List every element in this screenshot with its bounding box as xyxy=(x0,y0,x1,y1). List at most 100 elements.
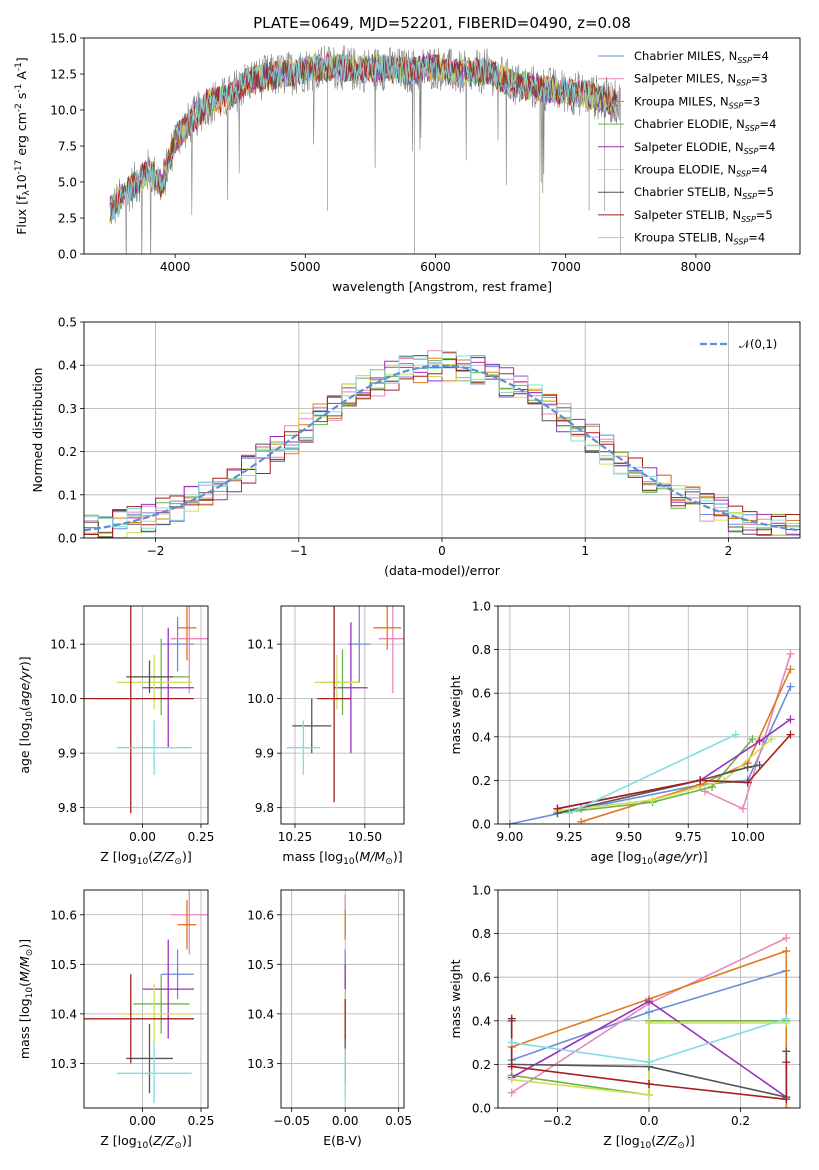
x-tick-label: 10.00 xyxy=(731,830,765,844)
plot-area xyxy=(84,890,208,1108)
weight-marker xyxy=(748,734,757,743)
y-tick-label: 7.5 xyxy=(58,140,77,154)
y-tick-label: 9.9 xyxy=(58,747,77,761)
y-tick-label: 0.0 xyxy=(472,1102,491,1116)
errorbar-point-9 xyxy=(116,720,192,775)
plot-area xyxy=(281,606,404,824)
legend-label: Kroupa STELIB, NSSP=4 xyxy=(634,231,765,247)
y-tick-label: 0.0 xyxy=(58,248,77,262)
figure-title: PLATE=0649, MJD=52201, FIBERID=0490, z=0… xyxy=(253,14,631,32)
y-tick-label: 0.2 xyxy=(58,445,77,459)
errorbar-point-3 xyxy=(177,899,197,950)
x-tick-label: 9.25 xyxy=(556,830,583,844)
weight-marker xyxy=(731,730,740,739)
y-tick-label: 0.4 xyxy=(58,359,77,373)
x-tick-label: 10.25 xyxy=(278,830,312,844)
weight-marker xyxy=(645,1058,653,1067)
legend: Chabrier MILES, NSSP=4 Salpeter MILES, NS… xyxy=(598,49,776,247)
weight-marker xyxy=(786,730,795,739)
weight-marker xyxy=(645,1008,653,1017)
y-tick-label: 1.0 xyxy=(472,600,491,614)
weight-marker xyxy=(786,715,795,724)
weight-marker xyxy=(782,1047,791,1056)
y-tick-label: 9.8 xyxy=(255,801,274,815)
panel-mass-vs-ebv: −0.05 0.00 0.05 10.3 10.4 10.5 10.6 E(B-V) xyxy=(247,889,412,1148)
x-tick-label: 0.05 xyxy=(385,1114,412,1128)
x-tick-label: 0.00 xyxy=(129,830,156,844)
weight-marker xyxy=(782,1014,791,1023)
legend-label: Salpeter STELIB, NSSP=5 xyxy=(634,208,773,224)
legend-label: Salpeter MILES, NSSP=3 xyxy=(634,72,768,88)
panel-residual-histogram: −2 −1 0 1 2 0.0 0.1 0.2 0.3 0.4 0.5 (data-model)/er… xyxy=(30,316,801,578)
x-axis-label: E(B-V) xyxy=(323,1133,362,1148)
x-axis-label: Z [log10​(Z/Z⊙​)] xyxy=(100,1133,191,1151)
weight-marker xyxy=(507,1088,516,1097)
weight-marker xyxy=(782,947,791,956)
weight-marker xyxy=(786,665,795,674)
weight-marker xyxy=(645,1018,653,1027)
y-tick-label: 5.0 xyxy=(58,176,77,190)
x-tick-label: 9.50 xyxy=(615,830,642,844)
x-tick-label: 4000 xyxy=(160,260,191,274)
weight-line-3 xyxy=(511,949,788,1108)
plot-area xyxy=(498,890,800,1108)
errorbar-point-5 xyxy=(142,939,194,1039)
y-tick-label: 0.0 xyxy=(58,532,77,546)
weight-line-7 xyxy=(557,764,760,814)
axes-frame xyxy=(83,321,801,539)
errorbar-point-1 xyxy=(348,606,371,683)
weight-marker xyxy=(767,734,776,743)
y-axis-label: mass weight xyxy=(448,959,463,1038)
errorbar-point-1 xyxy=(161,616,194,672)
weight-marker xyxy=(782,1104,791,1108)
panel-mass-weight-vs-age: 9.00 9.25 9.50 9.75 10.00 0.0 0.2 0.4 0.6 0.8 1.0 a… xyxy=(448,600,801,867)
legend-label: Chabrier MILES, NSSP=4 xyxy=(634,49,769,65)
x-axis-label: (data-model)/error xyxy=(384,563,501,578)
errorbar-point-5 xyxy=(142,627,194,748)
y-tick-label: 10.3 xyxy=(50,1057,77,1071)
weight-line-9 xyxy=(568,733,737,814)
y-tick-label: 0.6 xyxy=(472,971,491,985)
weight-marker xyxy=(786,649,795,658)
y-tick-label: 9.9 xyxy=(255,747,274,761)
y-tick-label: 10.0 xyxy=(50,692,77,706)
x-tick-label: 0.0 xyxy=(639,1114,658,1128)
errorbar-point-2 xyxy=(170,890,208,955)
weight-marker xyxy=(507,1062,516,1071)
y-tick-label: 10.0 xyxy=(50,104,77,118)
y-tick-label: 9.8 xyxy=(58,801,77,815)
weight-marker xyxy=(645,1090,653,1099)
errorbar-point-9 xyxy=(116,1043,192,1104)
plot-area xyxy=(498,606,800,824)
x-axis-label: age [log10​(age/yr)] xyxy=(590,849,707,867)
errorbar-point-8 xyxy=(317,606,351,803)
x-tick-label: 2 xyxy=(725,544,733,558)
weight-line-8 xyxy=(557,734,792,810)
y-tick-label: 0.3 xyxy=(58,402,77,416)
y-tick-label: 0.2 xyxy=(472,774,491,788)
axes-frame xyxy=(497,605,801,825)
errorbar-point-7 xyxy=(292,698,332,754)
errorbar-point-7 xyxy=(126,1023,173,1094)
errorbar-point-7 xyxy=(126,660,173,694)
weight-marker xyxy=(507,1075,516,1084)
errorbar-point-5 xyxy=(334,622,368,754)
weight-marker xyxy=(738,804,747,813)
y-tick-label: 0.0 xyxy=(472,818,491,832)
y-axis-label: Normed distribution xyxy=(30,368,45,493)
model-spectrum-8 xyxy=(109,53,618,221)
x-tick-label: 0.25 xyxy=(188,1114,215,1128)
y-tick-label: 15.0 xyxy=(50,32,77,46)
plot-area xyxy=(109,45,621,254)
panels: 4000 5000 6000 7000 80000.02.55.07.510.012.5… xyxy=(14,32,801,1151)
x-tick-label: −0.05 xyxy=(273,1114,310,1128)
y-tick-label: 10.5 xyxy=(247,958,274,972)
model-spectrum-9 xyxy=(109,53,618,221)
y-tick-label: 10.4 xyxy=(50,1007,77,1021)
y-tick-label: 0.8 xyxy=(472,927,491,941)
panel-mass-weight-vs-metallicity: −0.2 0.0 0.2 0.0 0.2 0.4 0.6 0.8 1.0 Z [log10​(Z/… xyxy=(448,884,801,1151)
errorbar-point-6 xyxy=(116,655,192,710)
y-tick-label: 12.5 xyxy=(50,68,77,82)
errorbar-point-3 xyxy=(373,606,402,650)
weight-marker xyxy=(782,1095,791,1104)
